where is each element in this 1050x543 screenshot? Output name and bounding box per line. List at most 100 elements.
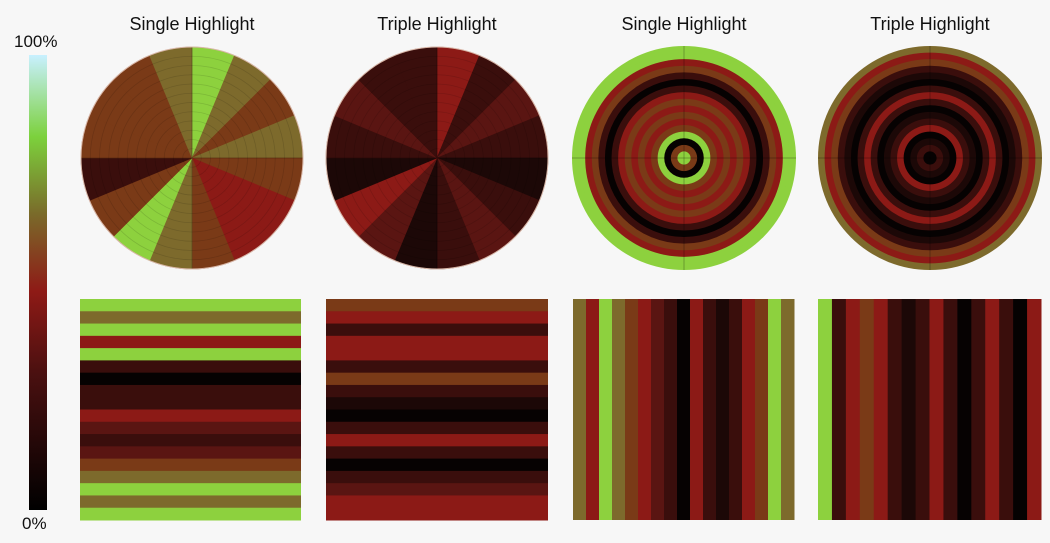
- bar-stripe: [1013, 299, 1028, 520]
- bar-stripe: [599, 299, 613, 520]
- bar-stripe: [80, 299, 301, 312]
- title-pie-single: Single Highlight: [129, 14, 255, 34]
- bar-stripe: [716, 299, 730, 520]
- bar-stripe: [80, 397, 301, 410]
- grid-ring: [353, 74, 521, 242]
- bar-stripe: [625, 299, 639, 520]
- bar-stripe: [612, 299, 626, 520]
- grid-ring: [108, 74, 276, 242]
- bar-stripe: [80, 372, 301, 386]
- ring-band: [677, 151, 691, 165]
- grid-ring: [117, 83, 267, 233]
- bar-stripe: [845, 299, 861, 520]
- grid-ring: [371, 92, 503, 224]
- bar-stripe: [901, 299, 917, 520]
- bar-stripe: [729, 299, 743, 520]
- grid-ring: [427, 148, 447, 168]
- bar-stripe: [326, 446, 548, 460]
- bar-stripe: [999, 299, 1014, 520]
- bar-stripe: [80, 384, 301, 398]
- bar-stripe: [957, 299, 972, 520]
- grid-ring: [362, 83, 512, 233]
- bar-stripe: [873, 299, 889, 520]
- rings-triple-highlight: [818, 46, 1042, 270]
- grid-ring: [381, 102, 493, 214]
- bars-horizontal-triple: [326, 299, 548, 521]
- ring-band: [923, 151, 937, 165]
- bar-stripe: [929, 299, 944, 520]
- bar-stripe: [80, 311, 301, 325]
- grid-ring: [399, 120, 475, 196]
- bar-stripe: [326, 409, 548, 423]
- bar-stripe: [80, 360, 301, 374]
- bar-stripe: [80, 495, 301, 509]
- bar-stripe: [80, 446, 301, 460]
- grid-ring: [408, 129, 466, 187]
- bar-stripe: [755, 299, 769, 520]
- bar-stripe: [326, 483, 548, 496]
- bar-stripe: [80, 458, 301, 472]
- grid-ring: [418, 139, 456, 177]
- bar-stripe: [690, 299, 704, 520]
- bar-stripe: [80, 335, 301, 349]
- grid-ring: [390, 111, 484, 205]
- bar-stripe: [703, 299, 717, 520]
- colorbar-min-label: 0%: [22, 514, 47, 533]
- grid-ring: [182, 148, 202, 168]
- bar-stripe: [80, 434, 301, 447]
- grid-ring: [89, 55, 295, 261]
- bar-stripe: [677, 299, 691, 520]
- bar-stripe: [859, 299, 875, 520]
- bar-stripe: [651, 299, 665, 520]
- bars-horizontal-single: [80, 299, 301, 521]
- colorbar: [29, 55, 47, 510]
- title-rings-single: Single Highlight: [621, 14, 747, 34]
- outline: [325, 46, 549, 270]
- bar-stripe: [943, 299, 958, 520]
- bar-stripe: [586, 299, 600, 520]
- grid-ring: [173, 139, 211, 177]
- grid-ring: [344, 65, 530, 251]
- pie-triple-highlight: [325, 46, 549, 270]
- bar-stripe: [80, 470, 301, 484]
- grid-ring: [126, 92, 258, 224]
- bar-stripe: [80, 483, 301, 496]
- outline: [80, 46, 304, 270]
- grid-ring: [163, 129, 221, 187]
- bar-stripe: [80, 421, 301, 435]
- bar-stripe: [1027, 299, 1042, 520]
- bar-stripe: [326, 421, 548, 435]
- bar-stripe: [326, 495, 548, 509]
- bar-stripe: [326, 458, 548, 472]
- bar-stripe: [985, 299, 1000, 520]
- bars-vertical-triple: [818, 299, 1042, 520]
- bar-stripe: [326, 299, 548, 312]
- bar-stripe: [887, 299, 903, 520]
- bar-stripe: [638, 299, 652, 520]
- bar-stripe: [326, 311, 548, 325]
- grid-ring: [145, 111, 239, 205]
- title-pie-triple: Triple Highlight: [377, 14, 497, 34]
- title-rings-triple: Triple Highlight: [870, 14, 990, 34]
- bar-stripe: [80, 507, 301, 521]
- bar-stripe: [326, 397, 548, 410]
- bar-stripe: [326, 372, 548, 386]
- pie-single-highlight: [80, 46, 304, 270]
- bar-stripe: [326, 434, 548, 447]
- rings-single-highlight: [572, 46, 796, 270]
- bar-stripe: [742, 299, 756, 520]
- grid-ring: [99, 65, 285, 251]
- bar-stripe: [664, 299, 678, 520]
- bar-stripe: [326, 360, 548, 374]
- bar-stripe: [326, 335, 548, 349]
- bar-stripe: [80, 348, 301, 361]
- colorbar-max-label: 100%: [14, 32, 58, 51]
- grid-ring: [136, 102, 248, 214]
- bar-stripe: [915, 299, 930, 520]
- bar-stripe: [573, 299, 587, 520]
- bar-stripe: [818, 299, 833, 520]
- grid-ring: [334, 55, 540, 261]
- bar-stripe: [768, 299, 782, 520]
- bar-stripe: [326, 384, 548, 398]
